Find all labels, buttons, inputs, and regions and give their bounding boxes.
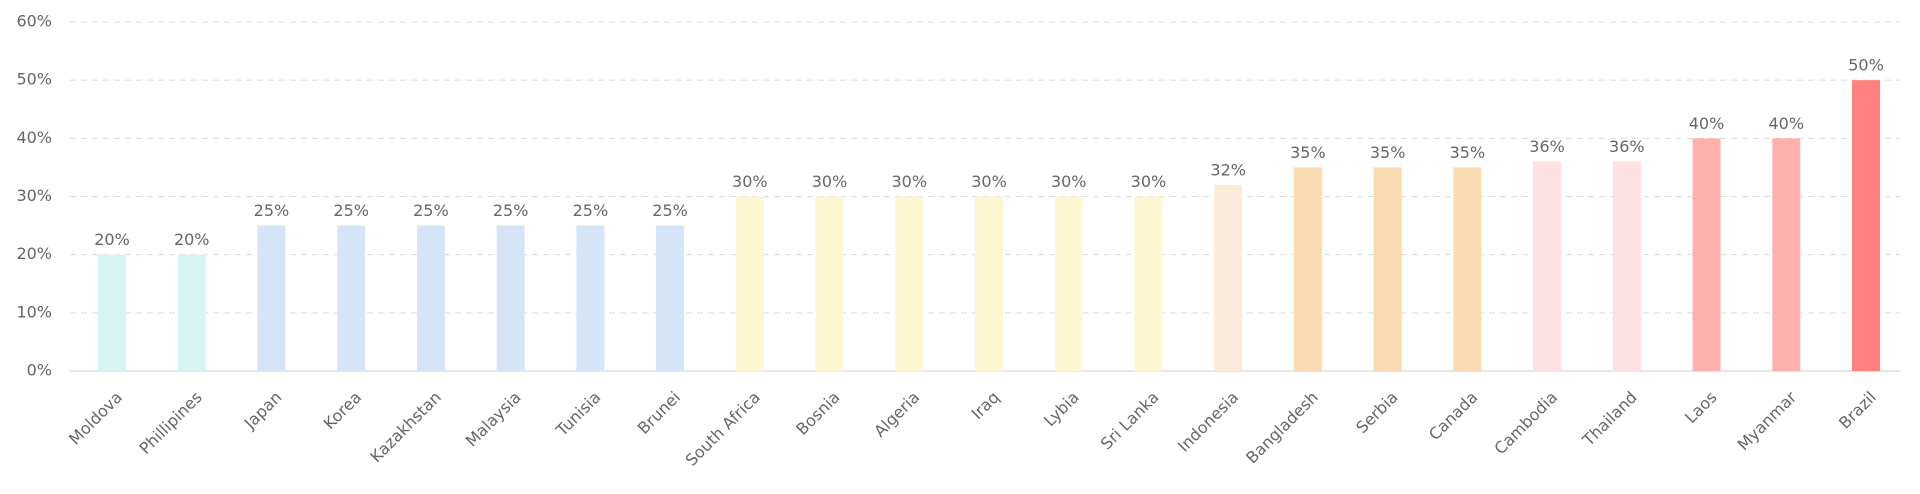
x-tick-label: Thailand — [1578, 388, 1641, 451]
x-tick-label: Serbia — [1352, 388, 1401, 437]
value-label: 35% — [1370, 143, 1406, 162]
value-label: 30% — [971, 172, 1007, 191]
bar — [1533, 161, 1562, 371]
value-label: 50% — [1848, 56, 1884, 75]
bar — [177, 254, 206, 371]
bar — [1612, 161, 1641, 371]
y-tick-label: 50% — [16, 70, 52, 89]
bar — [815, 196, 844, 371]
value-label: 25% — [413, 201, 449, 220]
bar — [416, 225, 445, 371]
value-label: 25% — [333, 201, 369, 220]
x-tick-label: Brazil — [1835, 388, 1880, 433]
bar — [1293, 167, 1322, 371]
x-tick-label: Bosnia — [792, 388, 843, 439]
x-tick-label: Moldova — [65, 388, 126, 449]
value-label: 20% — [174, 230, 210, 249]
y-tick-label: 10% — [16, 302, 52, 321]
value-label: 30% — [1131, 172, 1167, 191]
value-label: 35% — [1450, 143, 1486, 162]
value-label: 35% — [1290, 143, 1326, 162]
bar — [1453, 167, 1482, 371]
x-tick-label: Sri Lanka — [1097, 388, 1163, 454]
x-tick-label: Japan — [240, 388, 286, 434]
y-tick-label: 40% — [16, 128, 52, 147]
value-label: 40% — [1689, 114, 1725, 133]
x-tick-label: Malaysia — [462, 388, 525, 451]
x-tick-label: Iraq — [967, 388, 1003, 424]
value-label: 25% — [254, 201, 290, 220]
bar — [975, 196, 1003, 371]
x-tick-label: Canada — [1425, 388, 1481, 444]
bar — [496, 225, 525, 371]
value-label: 25% — [493, 201, 529, 220]
bar — [1692, 138, 1721, 371]
bar — [1772, 138, 1801, 371]
x-tick-label: Indonesia — [1174, 388, 1242, 456]
bar — [1852, 80, 1880, 372]
bar — [656, 225, 685, 371]
value-label: 25% — [573, 201, 609, 220]
value-label: 25% — [652, 201, 688, 220]
y-tick-label: 0% — [27, 361, 52, 380]
value-label: 36% — [1529, 137, 1565, 156]
y-tick-label: 30% — [16, 186, 52, 205]
value-label: 32% — [1210, 160, 1246, 179]
y-tick-label: 60% — [16, 12, 52, 31]
value-label: 20% — [94, 230, 130, 249]
x-tick-label: Kazakhstan — [366, 388, 445, 467]
bar — [1134, 196, 1163, 371]
x-tick-label: Cambodia — [1490, 388, 1561, 459]
value-label: 30% — [1051, 172, 1087, 191]
bar — [735, 196, 764, 371]
bar — [1373, 167, 1402, 371]
x-tick-label: Algeria — [870, 388, 923, 441]
bar — [98, 254, 126, 371]
bar — [576, 225, 605, 371]
x-tick-label: Laos — [1681, 388, 1720, 427]
x-tick-label: Lybia — [1040, 388, 1083, 431]
bar — [1054, 196, 1083, 371]
y-tick-label: 20% — [16, 244, 52, 263]
value-label: 40% — [1768, 114, 1804, 133]
bar — [337, 225, 366, 371]
value-label: 30% — [812, 172, 848, 191]
x-tick-label: Bangladesh — [1242, 388, 1322, 468]
x-tick-label: Myanmar — [1734, 387, 1801, 454]
x-tick-label: South Africa — [682, 388, 764, 470]
x-tick-label: Tunisia — [552, 388, 605, 441]
bar — [895, 196, 924, 371]
bar — [1214, 184, 1243, 371]
bar — [257, 225, 286, 371]
value-label: 30% — [732, 172, 768, 191]
value-label: 36% — [1609, 137, 1645, 156]
x-tick-label: Korea — [320, 388, 366, 434]
value-label: 30% — [891, 172, 927, 191]
x-tick-label: Phillipines — [135, 388, 205, 458]
x-tick-label: Brunei — [634, 388, 684, 438]
